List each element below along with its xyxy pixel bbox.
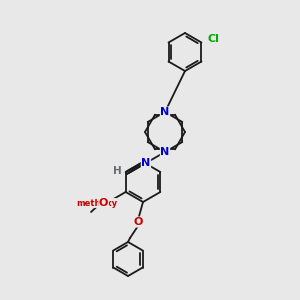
Text: O: O bbox=[133, 217, 143, 227]
Text: N: N bbox=[160, 107, 169, 117]
Text: N: N bbox=[141, 158, 151, 168]
Text: Cl: Cl bbox=[208, 34, 219, 44]
Text: methoxy: methoxy bbox=[76, 199, 117, 208]
Text: N: N bbox=[160, 147, 169, 157]
Text: O: O bbox=[99, 198, 108, 208]
Text: H: H bbox=[112, 166, 121, 176]
